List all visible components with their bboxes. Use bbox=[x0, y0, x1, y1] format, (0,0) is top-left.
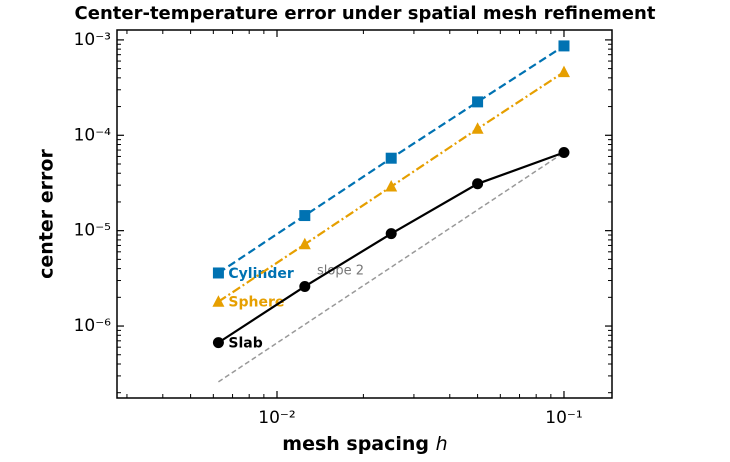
x-tick-label: 10⁻¹ bbox=[545, 408, 582, 428]
marker bbox=[212, 295, 225, 307]
series-label: Cylinder bbox=[228, 266, 293, 282]
x-tick-label: 10⁻² bbox=[258, 408, 295, 428]
marker bbox=[212, 337, 224, 349]
plot-frame bbox=[116, 29, 613, 399]
marker bbox=[472, 178, 484, 190]
marker bbox=[557, 65, 570, 78]
marker bbox=[471, 122, 484, 134]
marker bbox=[299, 280, 311, 292]
series-label: Slab bbox=[228, 336, 262, 352]
marker bbox=[385, 180, 398, 192]
y-tick-label: 10⁻⁴ bbox=[74, 125, 112, 145]
marker bbox=[385, 228, 397, 240]
reference-label: slope 2 bbox=[317, 264, 364, 279]
marker bbox=[299, 210, 311, 222]
y-tick-label: 10⁻³ bbox=[74, 30, 111, 50]
marker bbox=[472, 96, 484, 108]
y-tick-label: 10⁻⁵ bbox=[74, 221, 111, 241]
x-axis-label: mesh spacing h bbox=[282, 433, 447, 455]
series-label: Sphere bbox=[228, 295, 284, 311]
marker bbox=[558, 40, 570, 52]
x-label-symbol: h bbox=[436, 433, 448, 455]
x-label-text: mesh spacing bbox=[282, 433, 429, 455]
chart-title: Center-temperature error under spatial m… bbox=[75, 3, 656, 24]
marker bbox=[298, 237, 311, 250]
y-axis-label: center error bbox=[36, 149, 58, 279]
marker bbox=[385, 152, 397, 164]
y-tick-label: 10⁻⁶ bbox=[74, 316, 112, 336]
reference-line bbox=[218, 151, 565, 383]
marker bbox=[558, 146, 570, 158]
marker bbox=[212, 267, 224, 279]
